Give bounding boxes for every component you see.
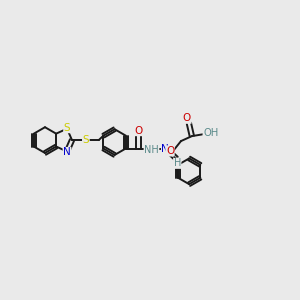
Text: O: O [166, 146, 174, 156]
Text: N: N [161, 143, 169, 154]
Text: NH: NH [144, 145, 159, 154]
Text: O: O [183, 113, 191, 123]
Text: OH: OH [203, 128, 218, 138]
Text: S: S [82, 135, 89, 145]
Text: N: N [63, 148, 71, 158]
Text: O: O [134, 126, 143, 136]
Text: H: H [174, 158, 181, 168]
Text: S: S [64, 123, 70, 133]
